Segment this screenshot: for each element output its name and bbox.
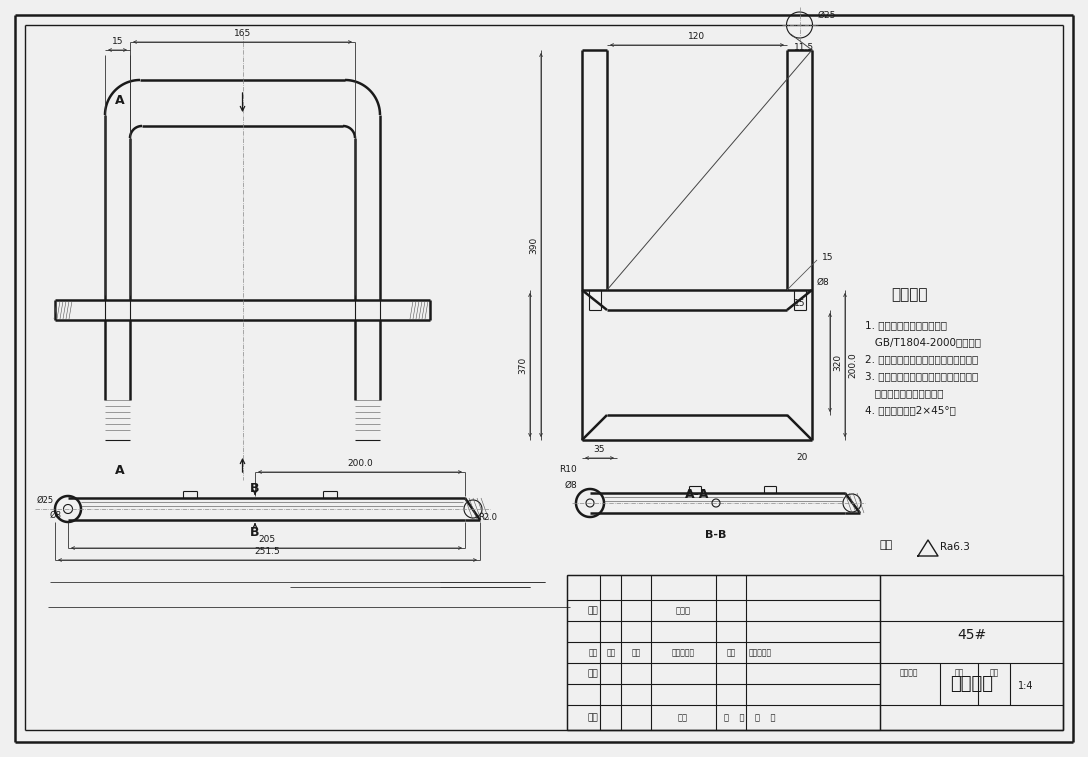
Text: B-B: B-B xyxy=(705,530,727,540)
Text: 3. 零件加工表面上，不应有划痕、擦伤: 3. 零件加工表面上，不应有划痕、擦伤 xyxy=(865,371,978,381)
Text: 15: 15 xyxy=(112,37,123,46)
Text: 205: 205 xyxy=(258,535,275,544)
Text: 15: 15 xyxy=(823,254,833,263)
Text: 320: 320 xyxy=(833,354,842,371)
Text: A-A: A-A xyxy=(684,488,709,501)
Text: 11.5: 11.5 xyxy=(794,42,815,51)
Text: 200.0: 200.0 xyxy=(347,459,373,468)
Text: A: A xyxy=(115,463,125,476)
Text: 工艺: 工艺 xyxy=(588,714,598,722)
Text: R2.0: R2.0 xyxy=(478,513,497,522)
Text: B: B xyxy=(250,481,260,494)
Text: 比例: 比例 xyxy=(989,668,999,678)
Text: 重量: 重量 xyxy=(954,668,964,678)
Text: B: B xyxy=(250,527,260,540)
Text: Ø8: Ø8 xyxy=(565,481,577,490)
Text: 设计: 设计 xyxy=(588,606,598,615)
Text: 20: 20 xyxy=(796,453,807,463)
Text: 其余: 其余 xyxy=(880,540,893,550)
Text: 技术要求: 技术要求 xyxy=(892,288,928,303)
Text: Ø8: Ø8 xyxy=(50,510,62,519)
Text: GB/T1804-2000的要求。: GB/T1804-2000的要求。 xyxy=(865,337,981,347)
Text: 共    页    第    张: 共 页 第 张 xyxy=(725,714,776,722)
Text: Ø8: Ø8 xyxy=(817,278,830,286)
Text: 35: 35 xyxy=(594,445,605,454)
Text: 标记: 标记 xyxy=(589,649,597,658)
Text: Ø25: Ø25 xyxy=(817,11,836,20)
Text: 分区: 分区 xyxy=(631,649,641,658)
Text: 45#: 45# xyxy=(956,628,986,642)
Text: 1:4: 1:4 xyxy=(1018,681,1034,691)
Text: 165: 165 xyxy=(234,29,251,38)
Text: 审核: 审核 xyxy=(588,669,598,678)
Text: 等损伤零件表面的缺陷。: 等损伤零件表面的缺陷。 xyxy=(865,388,943,398)
Text: 处数: 处数 xyxy=(606,649,616,658)
Text: 120: 120 xyxy=(689,32,705,41)
Text: 更改文件号: 更改文件号 xyxy=(671,649,694,658)
Text: 251.5: 251.5 xyxy=(255,547,281,556)
Text: 200.0: 200.0 xyxy=(848,352,857,378)
Text: Ra6.3: Ra6.3 xyxy=(940,542,969,552)
Text: 1. 未注线性尺寸公差应符合: 1. 未注线性尺寸公差应符合 xyxy=(865,320,947,330)
Text: 2. 加工后的零件不允许有毛刺、飞边。: 2. 加工后的零件不允许有毛刺、飞边。 xyxy=(865,354,978,364)
Text: 390: 390 xyxy=(529,236,537,254)
Text: 年、月、日: 年、月、日 xyxy=(749,649,771,658)
Text: A: A xyxy=(115,94,125,107)
Text: 15: 15 xyxy=(794,300,805,309)
Text: 阶段标记: 阶段标记 xyxy=(900,668,918,678)
Text: R10: R10 xyxy=(559,466,577,475)
Text: 370: 370 xyxy=(518,357,527,374)
Text: 签名: 签名 xyxy=(727,649,735,658)
Text: 标准化: 标准化 xyxy=(676,606,691,615)
Text: 座椅支架: 座椅支架 xyxy=(950,675,993,693)
Text: 4. 未注倒角均为2×45°。: 4. 未注倒角均为2×45°。 xyxy=(865,405,956,415)
Text: Ø25: Ø25 xyxy=(37,496,54,504)
Text: 批准: 批准 xyxy=(678,714,688,722)
